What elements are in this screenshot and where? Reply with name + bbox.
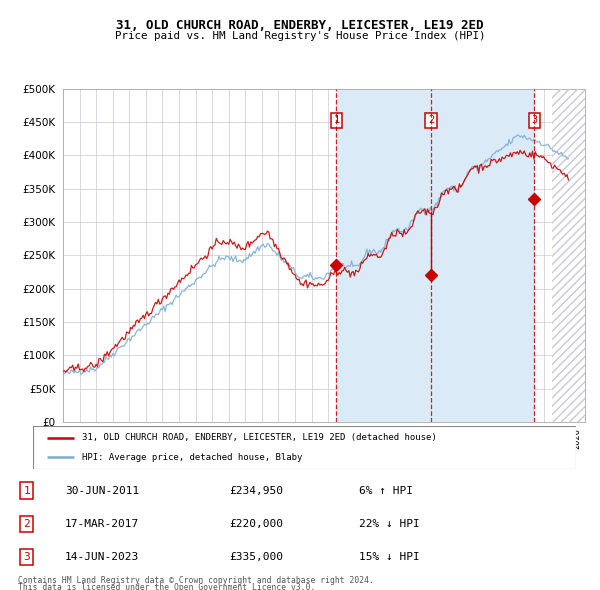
FancyBboxPatch shape <box>33 426 576 469</box>
Text: 17-MAR-2017: 17-MAR-2017 <box>65 519 139 529</box>
Bar <box>552 88 585 422</box>
Text: 6% ↑ HPI: 6% ↑ HPI <box>359 486 413 496</box>
Text: Contains HM Land Registry data © Crown copyright and database right 2024.: Contains HM Land Registry data © Crown c… <box>18 576 374 585</box>
Bar <box>337 88 535 422</box>
Text: 1: 1 <box>23 486 30 496</box>
Text: 31, OLD CHURCH ROAD, ENDERBY, LEICESTER, LE19 2ED (detached house): 31, OLD CHURCH ROAD, ENDERBY, LEICESTER,… <box>82 433 437 442</box>
Text: 31, OLD CHURCH ROAD, ENDERBY, LEICESTER, LE19 2ED: 31, OLD CHURCH ROAD, ENDERBY, LEICESTER,… <box>116 19 484 32</box>
Bar <box>552 88 585 422</box>
Text: HPI: Average price, detached house, Blaby: HPI: Average price, detached house, Blab… <box>82 453 302 462</box>
Text: £220,000: £220,000 <box>229 519 283 529</box>
Text: 30-JUN-2011: 30-JUN-2011 <box>65 486 139 496</box>
Text: 22% ↓ HPI: 22% ↓ HPI <box>359 519 419 529</box>
Text: This data is licensed under the Open Government Licence v3.0.: This data is licensed under the Open Gov… <box>18 582 316 590</box>
Text: 3: 3 <box>532 115 538 125</box>
Text: 2: 2 <box>428 115 434 125</box>
Text: 1: 1 <box>334 115 340 125</box>
Text: 15% ↓ HPI: 15% ↓ HPI <box>359 552 419 562</box>
Text: Price paid vs. HM Land Registry's House Price Index (HPI): Price paid vs. HM Land Registry's House … <box>115 31 485 41</box>
Text: £234,950: £234,950 <box>229 486 283 496</box>
Text: 14-JUN-2023: 14-JUN-2023 <box>65 552 139 562</box>
Text: 2: 2 <box>23 519 30 529</box>
Text: £335,000: £335,000 <box>229 552 283 562</box>
Text: 3: 3 <box>23 552 30 562</box>
